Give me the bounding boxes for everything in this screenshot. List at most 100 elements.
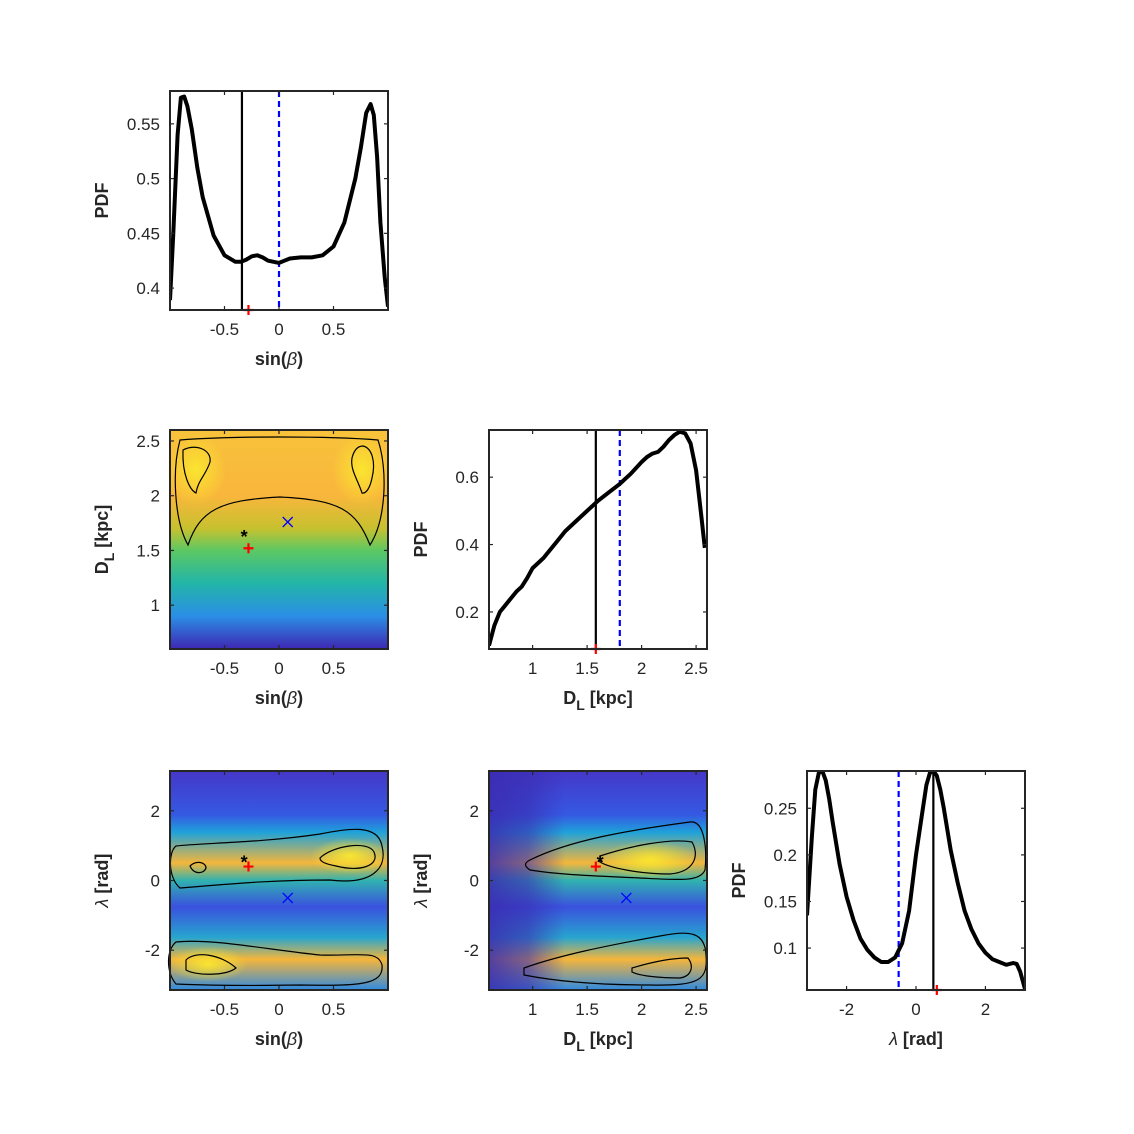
best-fit-marker: * bbox=[241, 527, 248, 547]
pdf-lambda-panel: -2 0 2 0.1 0.15 0.2 0.25 λ [rad] PDF bbox=[729, 770, 1026, 1049]
x-tick-label: 2 bbox=[981, 1000, 990, 1019]
x-axis-label: sin(β) bbox=[255, 349, 303, 369]
pdf-dl-panel: 1 1.5 2 2.5 0.2 0.4 0.6 DL [kpc] PDF bbox=[411, 429, 708, 713]
x-axis-label: sin(β) bbox=[255, 688, 303, 708]
label-part: sin( bbox=[255, 349, 287, 369]
x-tick-label: 1.5 bbox=[575, 1000, 599, 1019]
x-axis-label: DL [kpc] bbox=[563, 1029, 633, 1054]
label-greek: λ bbox=[411, 899, 431, 909]
pdf-curve bbox=[170, 94, 388, 307]
contour-inner bbox=[189, 861, 207, 874]
y-tick-label: 1 bbox=[151, 596, 160, 615]
pdf-sinbeta-panel: -0.5 0 0.5 0.4 0.45 0.5 0.55 sin(β) PDF bbox=[92, 90, 389, 369]
y-tick-label: 0.55 bbox=[127, 115, 160, 134]
y-tick-label: -2 bbox=[145, 941, 160, 960]
label-subscript: L bbox=[576, 1038, 585, 1054]
y-tick-label: 0.4 bbox=[455, 536, 479, 555]
heatmap-highlight bbox=[602, 840, 698, 880]
y-tick-label: 0.5 bbox=[136, 170, 160, 189]
y-axis-label: λ [rad] bbox=[92, 854, 112, 909]
contour-inner bbox=[319, 844, 376, 869]
contour-inner bbox=[185, 954, 237, 975]
x-tick-label: 1 bbox=[528, 659, 537, 678]
label-part: D bbox=[563, 688, 576, 708]
heatmap-highlight bbox=[166, 434, 226, 506]
y-axis-label: λ [rad] bbox=[411, 854, 431, 909]
x-tick-label: 0 bbox=[911, 1000, 920, 1019]
heatmap-shade bbox=[489, 771, 707, 990]
x-tick-label: 2.5 bbox=[684, 659, 708, 678]
contour-inner bbox=[631, 957, 692, 979]
contour-outer bbox=[169, 828, 384, 889]
x-axis-label: sin(β) bbox=[255, 1029, 303, 1049]
label-part: ) bbox=[297, 349, 303, 369]
label-subscript: L bbox=[101, 552, 117, 561]
y-tick-label: -2 bbox=[464, 941, 479, 960]
mean-marker bbox=[282, 516, 294, 528]
heatmap-highlight bbox=[332, 434, 392, 506]
x-tick-label: 2 bbox=[637, 1000, 646, 1019]
x-axis-label: DL [kpc] bbox=[563, 688, 633, 713]
best-fit-marker: * bbox=[241, 852, 248, 872]
x-tick-label: -0.5 bbox=[210, 1000, 239, 1019]
label-subscript: L bbox=[576, 697, 585, 713]
y-tick-label: 0 bbox=[470, 872, 479, 891]
y-tick-label: 0.45 bbox=[127, 224, 160, 243]
label-part: ) bbox=[297, 688, 303, 708]
contour-inner bbox=[182, 446, 211, 494]
label-part: [kpc] bbox=[92, 505, 112, 553]
y-tick-label: 2 bbox=[470, 802, 479, 821]
heatmap-highlight bbox=[168, 946, 248, 982]
y-tick-label: 0.1 bbox=[773, 939, 797, 958]
x-tick-label: 2 bbox=[637, 659, 646, 678]
truth-marker bbox=[243, 543, 254, 554]
label-greek: β bbox=[286, 688, 297, 708]
x-axis-label: λ [rad] bbox=[888, 1029, 943, 1049]
label-part: sin( bbox=[255, 688, 287, 708]
heatmap-sinbeta-lambda-panel: * -0.5 0 0.5 -2 0 2 sin(β) λ [rad] bbox=[92, 770, 390, 1049]
y-tick-label: 2.5 bbox=[136, 432, 160, 451]
x-tick-label: 0 bbox=[274, 320, 283, 339]
y-tick-label: 0.2 bbox=[455, 603, 479, 622]
x-tick-label: 0 bbox=[274, 659, 283, 678]
y-tick-label: 1.5 bbox=[136, 541, 160, 560]
x-tick-label: -0.5 bbox=[210, 320, 239, 339]
truth-marker bbox=[243, 861, 254, 872]
axes-box bbox=[488, 429, 708, 650]
contour-outer bbox=[524, 821, 707, 881]
y-axis-label: PDF bbox=[411, 521, 431, 557]
pdf-curve bbox=[489, 430, 707, 647]
label-part: [kpc] bbox=[585, 1029, 633, 1049]
y-tick-label: 0.6 bbox=[455, 468, 479, 487]
label-part: sin( bbox=[255, 1029, 287, 1049]
label-part: [rad] bbox=[92, 854, 112, 899]
label-part: D bbox=[563, 1029, 576, 1049]
x-tick-label: -2 bbox=[839, 1000, 854, 1019]
x-tick-label: 0.5 bbox=[322, 320, 346, 339]
y-tick-label: 0.4 bbox=[136, 279, 160, 298]
mean-marker bbox=[282, 892, 294, 904]
label-part: ) bbox=[297, 1029, 303, 1049]
x-tick-label: 1.5 bbox=[575, 659, 599, 678]
contour-outer bbox=[167, 940, 383, 987]
y-tick-label: 0.2 bbox=[773, 846, 797, 865]
mean-marker bbox=[620, 892, 632, 904]
pdf-curve bbox=[807, 771, 1025, 990]
x-tick-label: 0.5 bbox=[322, 1000, 346, 1019]
y-tick-label: 2 bbox=[151, 802, 160, 821]
contour-outer bbox=[174, 436, 385, 547]
label-greek: β bbox=[286, 1029, 297, 1049]
x-tick-label: 1 bbox=[528, 1000, 537, 1019]
label-part: D bbox=[92, 561, 112, 574]
y-tick-label: 0.15 bbox=[764, 892, 797, 911]
label-part: [kpc] bbox=[585, 688, 633, 708]
label-greek: β bbox=[286, 349, 297, 369]
contour-inner bbox=[351, 445, 375, 494]
best-fit-marker: * bbox=[597, 852, 604, 872]
y-tick-label: 0 bbox=[151, 872, 160, 891]
y-tick-label: 2 bbox=[151, 487, 160, 506]
label-part: [rad] bbox=[411, 854, 431, 899]
x-tick-label: 0 bbox=[274, 1000, 283, 1019]
